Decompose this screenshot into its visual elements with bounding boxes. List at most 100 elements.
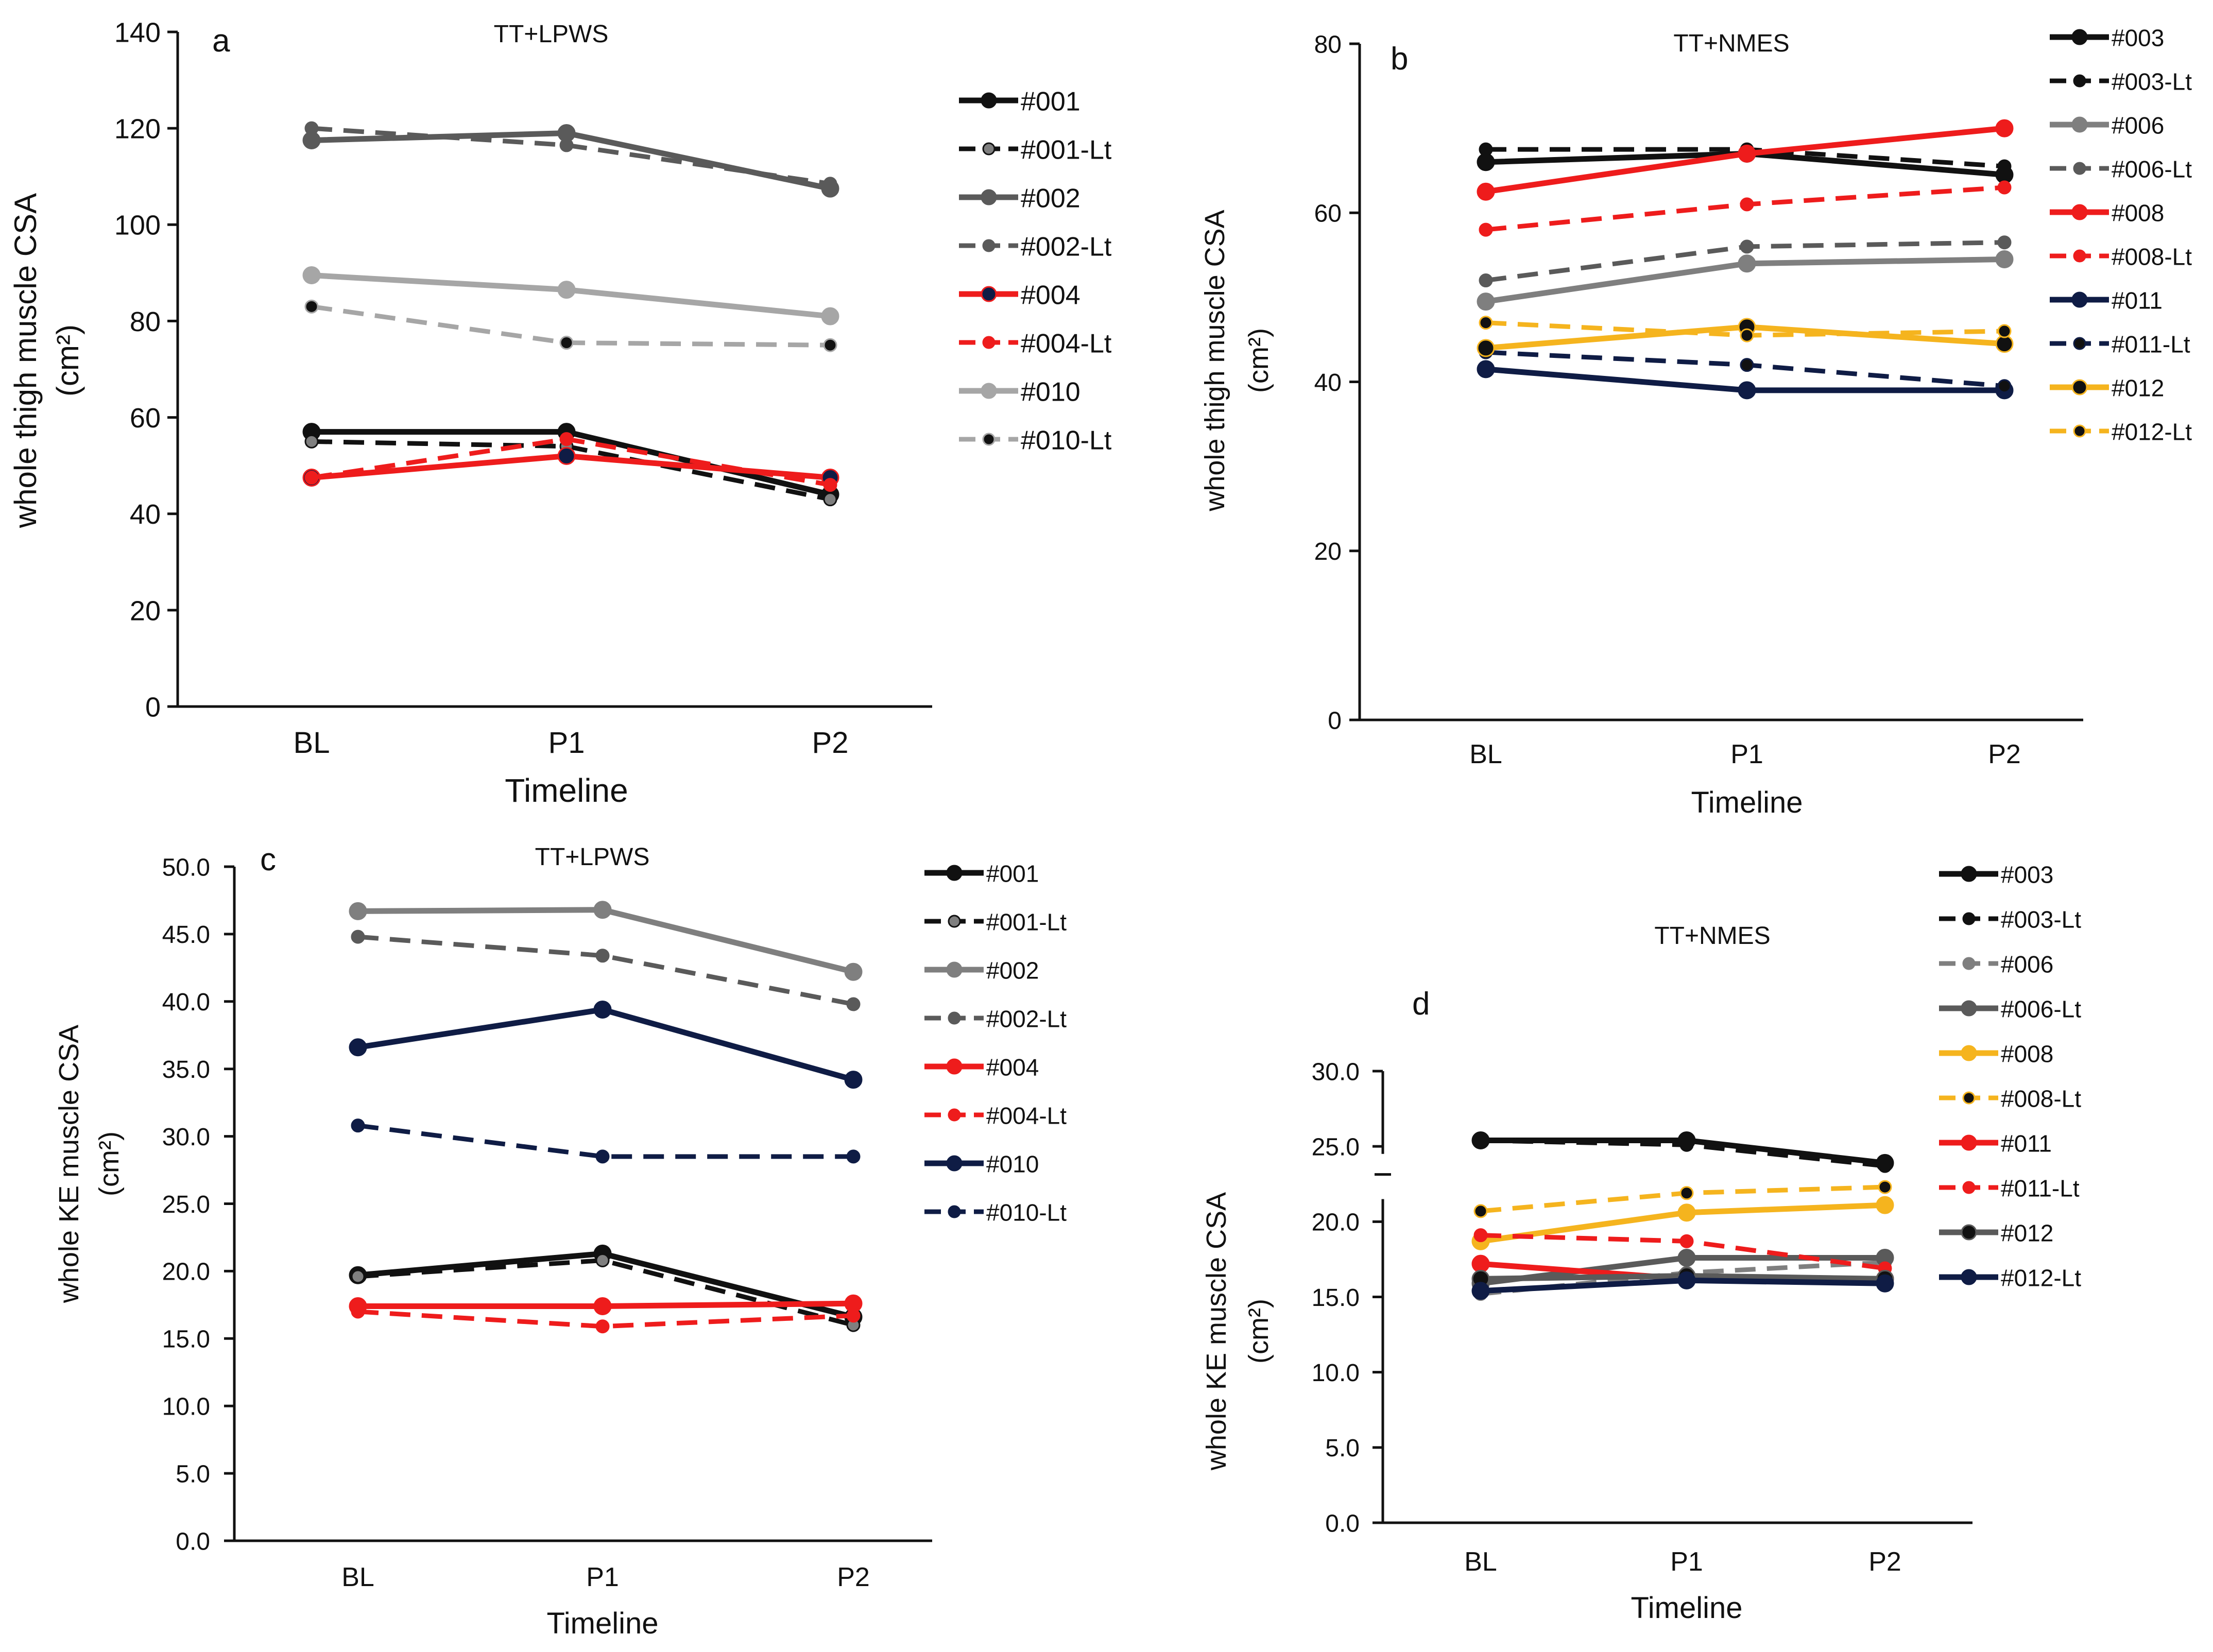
legend-label: #004-Lt <box>986 1102 1067 1129</box>
panel-letter: d <box>1412 986 1430 1022</box>
legend-marker <box>2073 249 2086 263</box>
y-axis-title: whole thigh muscle CSA <box>1199 210 1230 511</box>
data-point <box>1876 1274 1894 1293</box>
legend-entry: #002-Lt <box>959 232 1112 262</box>
data-point <box>1997 379 2012 393</box>
legend-label: #011-Lt <box>2001 1175 2080 1201</box>
legend-marker <box>982 142 996 156</box>
y-tick-label: 140 <box>114 17 161 48</box>
data-point <box>593 1297 612 1315</box>
y-tick-label: 25.0 <box>162 1191 210 1218</box>
data-point <box>349 1038 367 1057</box>
data-point <box>559 138 574 152</box>
series-#010 <box>349 1001 863 1089</box>
data-point <box>846 1149 861 1164</box>
y-tick-label: 80 <box>1314 31 1342 58</box>
series-#002 <box>349 901 863 981</box>
data-point <box>304 299 319 314</box>
legend-entry: #004 <box>924 1054 1039 1080</box>
y-axis-unit: (cm²) <box>1243 1299 1274 1364</box>
legend-marker <box>1961 1224 1977 1241</box>
data-point <box>846 1309 861 1323</box>
legend-label: #012-Lt <box>2112 418 2192 445</box>
legend-marker <box>1962 957 1976 970</box>
legend-entry: #012-Lt <box>2050 418 2192 445</box>
legend-entry: #002 <box>959 183 1080 213</box>
y-tick-label: 10.0 <box>1312 1360 1360 1387</box>
series-#008 <box>1477 119 2014 201</box>
legend-entry: #001-Lt <box>959 135 1112 165</box>
x-axis-title: Timeline <box>505 772 628 809</box>
legend-entry: #003 <box>1939 861 2053 888</box>
legend-entry: #003 <box>2050 24 2164 51</box>
series-#003-Lt <box>1473 1133 1892 1173</box>
legend-entry: #010-Lt <box>959 425 1112 455</box>
legend-marker <box>1961 1269 1977 1285</box>
data-point <box>593 901 612 919</box>
x-tick-label: P1 <box>586 1562 619 1592</box>
legend-marker <box>2073 424 2086 438</box>
legend-entry: #006 <box>2050 112 2164 139</box>
y-axis-unit: (cm²) <box>50 324 85 397</box>
data-point <box>593 1001 612 1019</box>
y-tick-label: 40 <box>130 499 161 530</box>
x-tick-label: P2 <box>812 726 849 760</box>
data-point <box>1471 1254 1490 1273</box>
legend-marker <box>1962 912 1976 925</box>
legend-marker <box>2071 29 2088 45</box>
legend-label: #012 <box>2001 1219 2053 1246</box>
data-point <box>1479 316 1493 330</box>
data-point <box>559 336 574 350</box>
series-#008 <box>1471 1196 1894 1250</box>
y-tick-label: 45.0 <box>162 921 210 949</box>
panel-letter: a <box>212 23 230 59</box>
y-tick-label: 35.0 <box>162 1056 210 1083</box>
legend-marker <box>2071 291 2088 308</box>
x-tick-label: P2 <box>1988 739 2021 769</box>
legend-marker <box>981 383 997 399</box>
x-axis-title: Timeline <box>1691 786 1803 819</box>
legend-marker <box>2073 74 2086 88</box>
y-tick-label: 0 <box>145 692 161 722</box>
data-point <box>595 1319 610 1334</box>
data-point <box>1738 144 1756 163</box>
y-tick-label: 0.0 <box>176 1528 210 1555</box>
y-tick-label: 0.0 <box>1325 1510 1360 1537</box>
series-line <box>357 1007 854 1082</box>
data-point <box>1997 159 2012 174</box>
series-#010 <box>302 266 839 325</box>
legend-label: #002 <box>986 957 1039 984</box>
legend-entry: #012-Lt <box>1939 1264 2081 1291</box>
legend-marker <box>946 961 963 978</box>
y-tick-label: 60 <box>1314 200 1342 228</box>
legend-label: #011 <box>2001 1130 2052 1157</box>
data-point <box>559 432 574 446</box>
y-tick-label: 20 <box>130 595 161 626</box>
legend-entry: #004-Lt <box>924 1102 1067 1129</box>
legend-entry: #006-Lt <box>2050 156 2192 182</box>
y-tick-label: 15.0 <box>1312 1284 1360 1312</box>
series-#002-Lt <box>304 121 837 191</box>
series-#004-Lt <box>304 432 837 492</box>
data-point <box>1477 360 1495 378</box>
legend-entry: #012 <box>2050 374 2164 401</box>
legend-entry: #008 <box>2050 199 2164 226</box>
legend-label: #001-Lt <box>986 908 1067 935</box>
legend-label: #006-Lt <box>2001 995 2081 1022</box>
data-point <box>844 1071 863 1089</box>
x-tick-label: BL <box>1469 739 1502 769</box>
y-tick-label: 0 <box>1328 707 1342 734</box>
y-tick-label: 40.0 <box>162 989 210 1016</box>
legend-label: #006-Lt <box>2112 156 2192 182</box>
series-#010-Lt <box>351 1118 861 1164</box>
data-point <box>595 1253 610 1267</box>
data-point <box>1477 182 1495 201</box>
panel-letter: b <box>1391 41 1408 77</box>
x-axis-title: Timeline <box>546 1607 658 1640</box>
legend-label: #008 <box>2001 1040 2053 1067</box>
data-point <box>1997 235 2012 250</box>
data-point <box>351 1269 365 1284</box>
data-point <box>1677 1248 1696 1267</box>
series-#010-Lt <box>304 299 837 352</box>
